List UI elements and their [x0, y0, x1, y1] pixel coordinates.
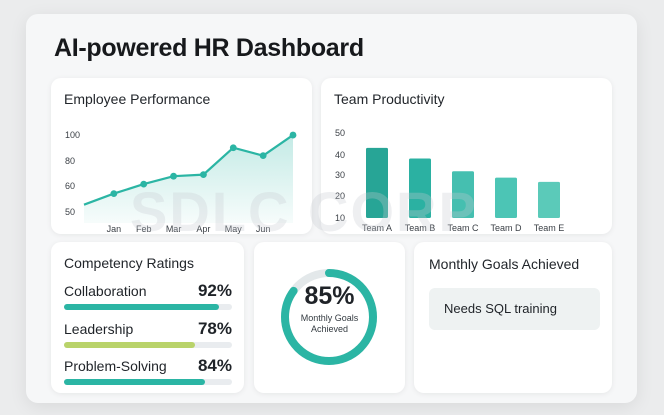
- productivity-bar: [495, 177, 517, 218]
- rating-fill: [64, 304, 219, 310]
- dashboard-panel: AI-powered HR Dashboard Employee Perform…: [26, 14, 637, 403]
- rating-track: [64, 342, 232, 348]
- page-title: AI-powered HR Dashboard: [54, 34, 364, 62]
- rating-value: 92%: [197, 281, 232, 300]
- rating-value: 84%: [197, 356, 232, 375]
- employee-performance-card: Employee Performance 100 80 60 50 Jan Feb Mar A…: [51, 78, 312, 234]
- rating-label: Problem-Solving: [64, 358, 167, 374]
- x-tick-label: Team B: [405, 223, 436, 233]
- performance-line: [83, 134, 294, 206]
- rating-track: [64, 379, 232, 385]
- productivity-bar: [538, 181, 560, 218]
- employee-performance-chart: 100 80 60 50 Jan Feb Mar Apr May Jun: [65, 130, 297, 234]
- y-tick-label: 60: [65, 181, 75, 191]
- competency-ratings-title: Competency Ratings: [64, 255, 194, 271]
- y-tick-label: 50: [335, 128, 345, 138]
- y-tick-label: 80: [65, 156, 75, 166]
- rating-value: 78%: [197, 319, 232, 338]
- productivity-bar: [366, 147, 388, 218]
- rating-label: Leadership: [64, 321, 134, 337]
- y-tick-label: 100: [65, 130, 80, 140]
- team-productivity-title: Team Productivity: [334, 91, 445, 107]
- x-tick-label: May: [225, 224, 243, 234]
- ring-caption-line2: Achieved: [310, 324, 349, 334]
- ring-caption-line1: Monthly Goals: [300, 313, 359, 323]
- monthly-goals-title: Monthly Goals Achieved: [429, 256, 580, 272]
- performance-point: [200, 171, 207, 179]
- productivity-bar: [452, 171, 474, 218]
- goals-ring-card: 85% Monthly Goals Achieved: [254, 242, 405, 393]
- y-tick-label: 10: [335, 213, 345, 223]
- x-tick-label: Team D: [490, 223, 522, 233]
- performance-point: [289, 131, 297, 139]
- employee-performance-title: Employee Performance: [64, 91, 211, 107]
- team-productivity-chart: 50 40 30 20 10 Team A Team B Team C Team D Team E: [335, 128, 565, 233]
- x-tick-label: Team E: [534, 223, 565, 233]
- performance-point: [170, 172, 177, 180]
- performance-point: [229, 144, 237, 152]
- y-tick-label: 50: [65, 207, 75, 217]
- rating-track: [64, 304, 232, 310]
- x-tick-label: Jan: [107, 224, 122, 234]
- x-tick-label: Jun: [256, 224, 271, 234]
- y-tick-label: 40: [335, 150, 345, 160]
- rating-fill: [64, 379, 206, 385]
- performance-point: [110, 190, 118, 197]
- x-tick-label: Mar: [166, 224, 182, 234]
- performance-point: [259, 152, 267, 160]
- monthly-goals-card: Monthly Goals Achieved Needs SQL trainin…: [414, 242, 612, 393]
- rating-label: Collaboration: [64, 283, 147, 299]
- x-tick-label: Team C: [447, 223, 479, 233]
- team-productivity-card: Team Productivity 50 40 30 20 10 Team A Team B…: [321, 78, 612, 234]
- performance-point: [140, 180, 148, 188]
- ring-progress: [281, 269, 377, 365]
- productivity-bar: [409, 158, 431, 218]
- y-tick-label: 20: [335, 191, 345, 201]
- performance-area: [84, 135, 293, 223]
- x-tick-label: Team A: [362, 223, 392, 233]
- competency-ratings-card: Competency Ratings Collaboration 92% Lea…: [51, 242, 244, 393]
- x-tick-label: Apr: [196, 224, 210, 234]
- ring-caption: Monthly Goals Achieved: [254, 313, 405, 335]
- x-tick-label: Feb: [136, 224, 152, 234]
- ring-value: 85%: [304, 282, 355, 310]
- training-note: Needs SQL training: [429, 288, 600, 330]
- y-tick-label: 30: [335, 170, 345, 180]
- rating-fill: [64, 342, 196, 348]
- goals-ring-gauge: [281, 269, 377, 365]
